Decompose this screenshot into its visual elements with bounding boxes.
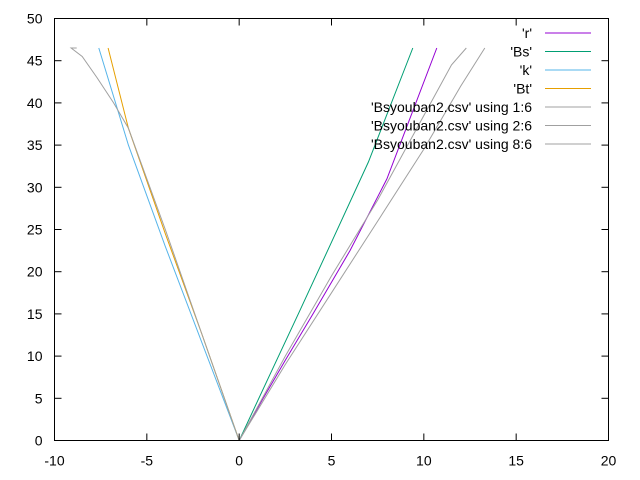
y-tick-label: 35: [27, 137, 43, 153]
legend-label-5: 'Bsyouban2.csv' using 2:6: [371, 118, 532, 134]
x-tick-label: 15: [508, 453, 524, 469]
y-tick-label: 45: [27, 53, 43, 69]
legend-label-2: 'k': [520, 62, 532, 78]
legend-label-0: 'r': [522, 25, 532, 41]
y-tick-label: 10: [27, 348, 43, 364]
y-tick-label: 0: [35, 433, 43, 449]
series-line-2: [98, 47, 240, 441]
series-line-6: [238, 47, 467, 441]
legend-label-1: 'Bs': [510, 44, 532, 60]
x-tick-label: 0: [235, 453, 243, 469]
y-tick-label: 15: [27, 306, 43, 322]
y-tick-label: 5: [35, 390, 43, 406]
series-line-1: [238, 47, 414, 441]
series-line-4: [69, 47, 240, 441]
x-tick-label: 10: [416, 453, 432, 469]
y-tick-label: 25: [27, 222, 43, 238]
x-tick-label: -10: [44, 453, 64, 469]
legend-label-4: 'Bsyouban2.csv' using 1:6: [371, 99, 532, 115]
y-tick-label: 20: [27, 264, 43, 280]
legend-label-6: 'Bsyouban2.csv' using 8:6: [371, 136, 532, 152]
series-line-0: [238, 47, 438, 441]
y-tick-label: 40: [27, 95, 43, 111]
x-tick-label: -5: [141, 453, 154, 469]
series-line-5: [238, 47, 486, 441]
series-layer: [69, 47, 486, 441]
y-tick-label: 50: [27, 11, 43, 27]
legend-label-3: 'Bt': [513, 81, 532, 97]
x-tick-label: 5: [328, 453, 336, 469]
axes-layer: -10 -5 0 5 10 15 20 0 5 10 15 20 25 30 35 40 45 50: [27, 11, 617, 469]
x-tick-label: 20: [601, 453, 617, 469]
y-tick-label: 30: [27, 179, 43, 195]
legend: 'r' 'Bs' 'k' 'Bt' 'Bsyouban2.csv' using 1:6 '…: [371, 25, 591, 152]
